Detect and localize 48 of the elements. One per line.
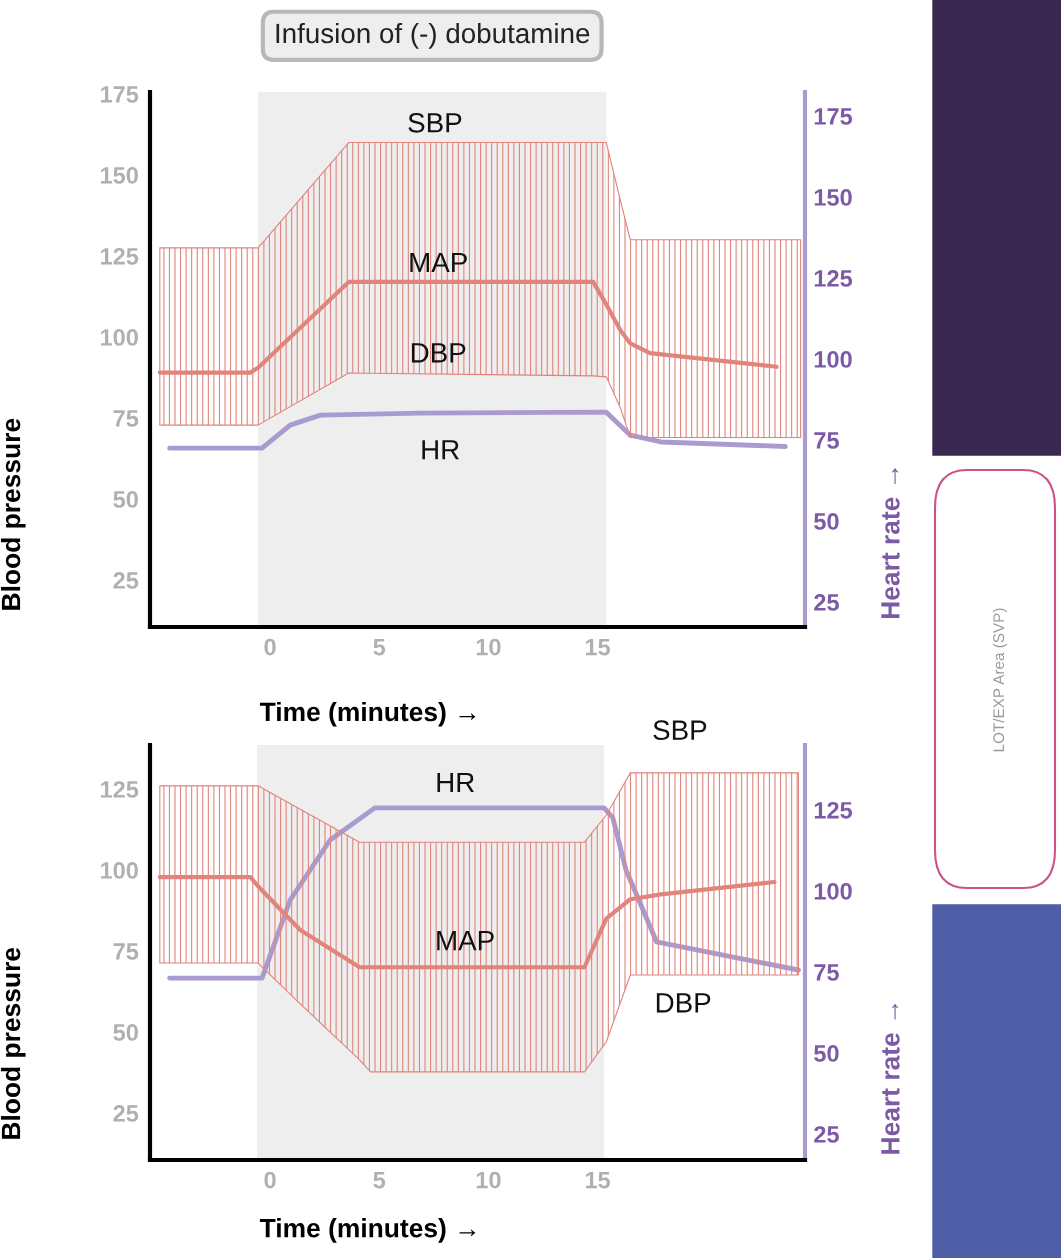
- x-tick-label: 0: [264, 638, 276, 656]
- y2-tick-label: 100: [814, 351, 852, 368]
- y-tick-label: 125: [100, 781, 139, 798]
- x-tick-label: 15: [585, 638, 611, 656]
- y2-tick-label: 150: [814, 189, 852, 206]
- y2-tick-label: 75: [814, 432, 839, 449]
- y2-tick-label: 100: [814, 882, 852, 900]
- y-tick-label: 100: [100, 329, 138, 346]
- annotation: MAP: [437, 931, 494, 951]
- y2-tick-label: 25: [814, 594, 839, 611]
- annotation: DBP: [411, 343, 466, 363]
- y-axis-title: Blood pressure: [0, 418, 26, 610]
- y-tick-label: 125: [100, 248, 139, 265]
- annotation: MAP: [410, 252, 467, 272]
- x-tick-label: 10: [476, 638, 501, 656]
- y2-tick-label: 125: [814, 801, 853, 819]
- annotation: DBP: [656, 993, 711, 1013]
- x-tick-label: 15: [585, 1171, 611, 1189]
- y2-tick-label: 125: [814, 270, 853, 287]
- x-axis-title: Time (minutes) →: [259, 701, 476, 727]
- y-tick-label: 25: [113, 572, 139, 589]
- x-tick-label: 10: [476, 1171, 501, 1189]
- y-tick-label: 175: [100, 86, 139, 103]
- annotation: HR: [422, 440, 459, 460]
- y2-axis-title: Heart rate →: [881, 468, 900, 619]
- y-tick-label: 25: [113, 1105, 139, 1122]
- y2-axis-title: Heart rate →: [881, 1003, 900, 1154]
- annotation: HR: [437, 772, 474, 793]
- y-tick-label: 75: [113, 410, 139, 427]
- annotation: SBP: [408, 112, 462, 133]
- y2-tick-label: 50: [814, 1045, 839, 1062]
- x-tick-label: 0: [264, 1171, 276, 1189]
- y2-tick-label: 75: [814, 964, 839, 981]
- band-label: Infusion of (-) dobutamine: [276, 22, 590, 49]
- y-tick-label: 100: [100, 862, 138, 879]
- x-tick-label: 5: [373, 638, 386, 656]
- y-tick-label: 50: [113, 491, 138, 508]
- x-axis-title: Time (minutes) →: [259, 1218, 476, 1243]
- y2-tick-label: 175: [814, 108, 853, 125]
- y-tick-label: 50: [113, 1024, 138, 1041]
- y-tick-label: 75: [113, 943, 139, 960]
- y2-tick-label: 25: [814, 1126, 839, 1143]
- y-tick-label: 150: [100, 167, 138, 184]
- text: LOT/EXP Area (SVP): [992, 608, 1008, 752]
- y2-tick-label: 50: [814, 513, 839, 530]
- x-tick-label: 5: [373, 1171, 386, 1189]
- text: SBP: [653, 720, 707, 741]
- y-axis-title: Blood pressure: [0, 947, 26, 1139]
